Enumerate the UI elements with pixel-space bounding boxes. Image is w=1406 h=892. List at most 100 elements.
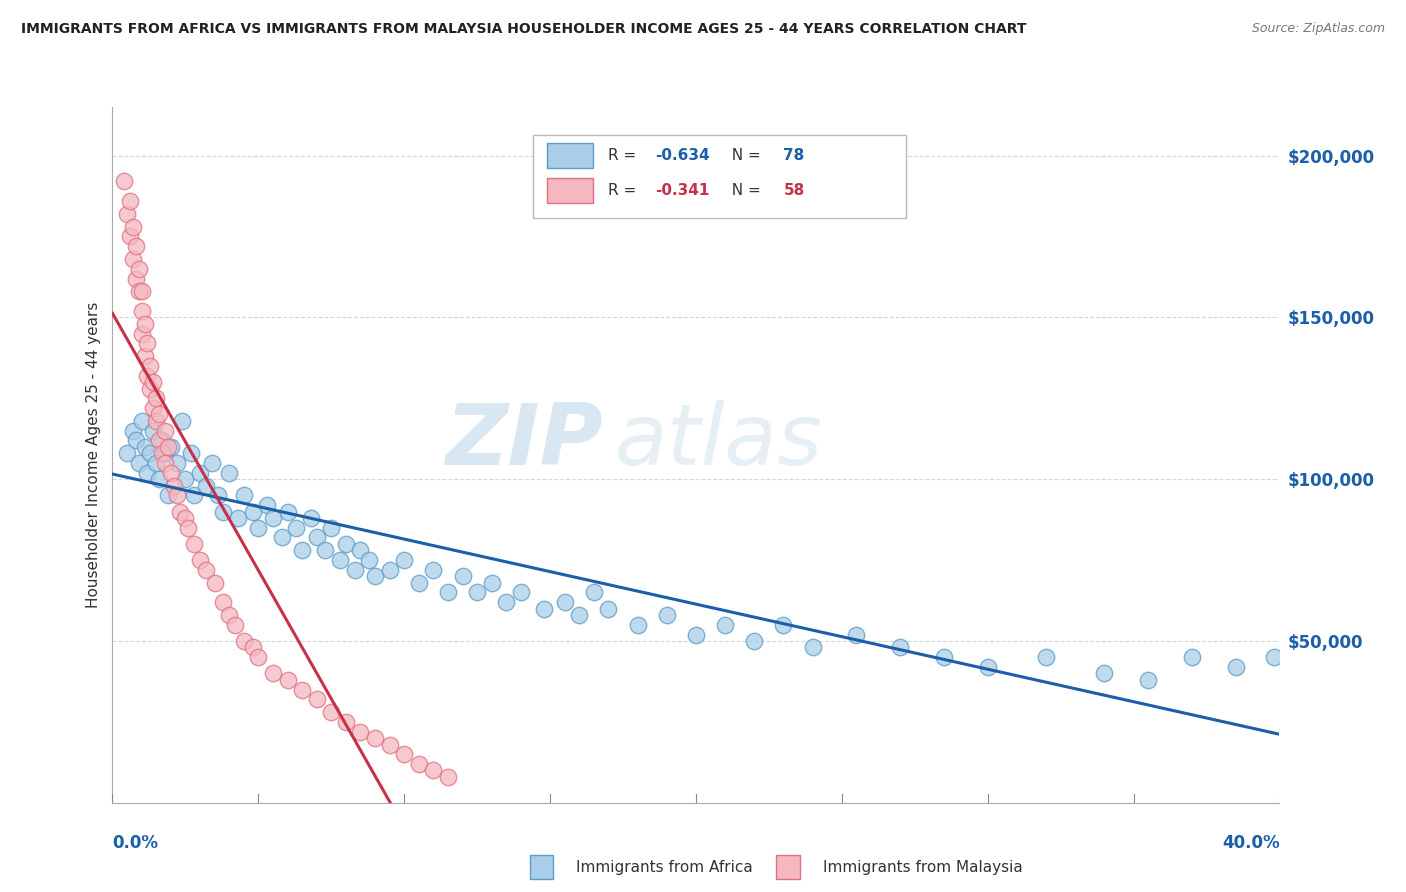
Point <box>392 747 416 762</box>
Point <box>1181 650 1204 665</box>
Point <box>626 617 648 632</box>
Point <box>128 285 150 299</box>
Point <box>226 511 249 525</box>
Point <box>335 537 357 551</box>
Point <box>422 764 444 778</box>
Point <box>118 229 141 244</box>
Point <box>276 673 298 687</box>
Point <box>232 634 254 648</box>
Point <box>321 705 343 719</box>
Point <box>772 617 794 632</box>
Text: 40.0%: 40.0% <box>1222 834 1279 852</box>
Point <box>163 478 186 492</box>
Point <box>364 731 387 745</box>
Point <box>392 553 416 567</box>
Point <box>247 521 270 535</box>
Point <box>166 488 188 502</box>
Point <box>136 336 159 351</box>
Point <box>889 640 911 655</box>
Text: atlas: atlas <box>614 400 823 483</box>
Point <box>533 601 555 615</box>
Point <box>148 472 170 486</box>
Point <box>1092 666 1115 681</box>
Point <box>169 504 191 518</box>
Point <box>285 521 308 535</box>
Point <box>314 543 336 558</box>
Text: -0.634: -0.634 <box>655 148 710 163</box>
Point <box>212 504 235 518</box>
Point <box>207 488 229 502</box>
Point <box>115 446 138 460</box>
Point <box>976 660 998 674</box>
Point <box>204 575 226 590</box>
Point <box>714 617 737 632</box>
Point <box>177 521 200 535</box>
Point <box>156 488 179 502</box>
Point <box>183 537 205 551</box>
Point <box>262 666 284 681</box>
Point <box>145 414 167 428</box>
Point <box>335 714 357 729</box>
Point <box>139 382 162 396</box>
Point <box>136 368 159 383</box>
Point <box>142 375 165 389</box>
Point <box>364 569 387 583</box>
Point <box>125 271 148 285</box>
Point <box>148 434 170 448</box>
Point <box>194 563 217 577</box>
Point <box>136 466 159 480</box>
Point <box>148 408 170 422</box>
Point <box>134 349 156 363</box>
Point <box>128 261 150 276</box>
Point <box>408 756 430 771</box>
Y-axis label: Householder Income Ages 25 - 44 years: Householder Income Ages 25 - 44 years <box>86 301 101 608</box>
Point <box>118 194 141 208</box>
Point <box>349 724 371 739</box>
Point <box>183 488 205 502</box>
Text: ZIP: ZIP <box>444 400 603 483</box>
Point <box>422 563 444 577</box>
Point <box>685 627 707 641</box>
Point <box>131 326 153 341</box>
Point <box>218 608 240 623</box>
Point <box>125 434 148 448</box>
Point <box>343 563 366 577</box>
Point <box>122 219 145 234</box>
Point <box>1225 660 1247 674</box>
Point <box>194 478 217 492</box>
Point <box>378 738 401 752</box>
Text: N =: N = <box>721 148 765 163</box>
Point <box>1263 650 1285 665</box>
Text: IMMIGRANTS FROM AFRICA VS IMMIGRANTS FROM MALAYSIA HOUSEHOLDER INCOME AGES 25 - : IMMIGRANTS FROM AFRICA VS IMMIGRANTS FRO… <box>21 22 1026 37</box>
Point <box>655 608 678 623</box>
Point <box>180 446 202 460</box>
Point <box>150 434 173 448</box>
Point <box>437 585 460 599</box>
Point <box>465 585 488 599</box>
Point <box>1035 650 1057 665</box>
Point <box>329 553 352 567</box>
Point <box>408 575 430 590</box>
Point <box>122 252 145 267</box>
Point <box>242 504 264 518</box>
Point <box>134 317 156 331</box>
Point <box>166 456 188 470</box>
Text: Immigrants from Malaysia: Immigrants from Malaysia <box>823 860 1022 874</box>
Point <box>174 472 197 486</box>
Point <box>932 650 955 665</box>
Point <box>568 608 591 623</box>
FancyBboxPatch shape <box>547 144 593 169</box>
Point <box>115 207 138 221</box>
Point <box>598 601 620 615</box>
Point <box>232 488 254 502</box>
Point <box>247 650 270 665</box>
Point <box>139 446 162 460</box>
Point <box>349 543 371 558</box>
Point <box>218 466 240 480</box>
Point <box>128 456 150 470</box>
Point <box>742 634 765 648</box>
Point <box>153 424 176 438</box>
Point <box>150 446 173 460</box>
Point <box>160 466 183 480</box>
Text: N =: N = <box>721 183 765 198</box>
